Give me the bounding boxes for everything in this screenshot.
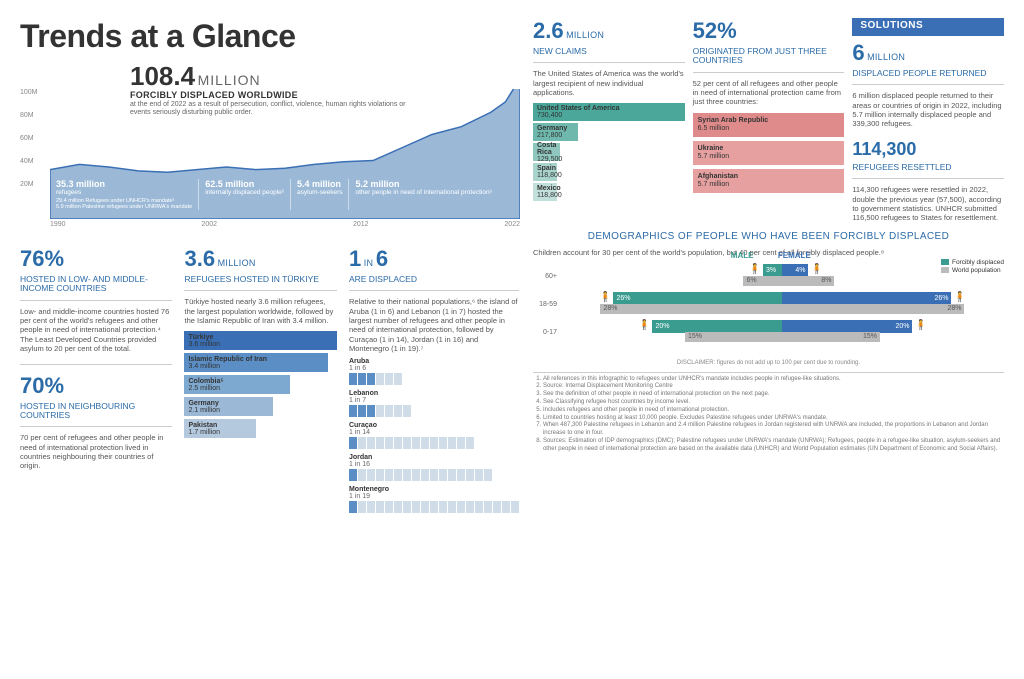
claims-n: 2.6 <box>533 18 564 43</box>
demo-caption: Children account for 30 per cent of the … <box>533 248 1004 257</box>
demo-row: 18-5926%26%28%28%🧍🧍 <box>533 291 1004 319</box>
ratio-item: Curaçao1 in 14 <box>349 422 519 449</box>
stat-16-t: ARE DISPLACED <box>349 275 519 284</box>
demo-row: 0-1720%20%15%15%🧍🧍 <box>533 319 1004 347</box>
hero-chart-block: 108.4 MILLION FORCIBLY DISPLACED WORLDWI… <box>20 61 519 236</box>
sol1-u: MILLION <box>867 52 905 62</box>
stat-36-u: MILLION <box>218 258 256 268</box>
stat-36-t: REFUGEES HOSTED IN TÜRKIYE <box>184 275 336 284</box>
female-label: FEMALE <box>778 251 811 260</box>
hero-sub: at the end of 2022 as a result of persec… <box>130 101 410 118</box>
page-title: Trends at a Glance <box>20 18 519 55</box>
claim-bar: Spain118,800 <box>533 163 557 181</box>
demographics-chart: MALE FEMALE Forcibly displacedWorld popu… <box>533 263 1004 358</box>
sol2-n: 114,300 <box>852 139 916 159</box>
claims-body: The United States of America was the wor… <box>533 69 685 97</box>
sol1-body: 6 million displaced people returned to t… <box>852 91 1004 129</box>
stat-16-n: 1 <box>349 246 361 271</box>
claims-col: 2.6 MILLION NEW CLAIMS The United States… <box>533 18 685 223</box>
origin-bar: Afghanistan5.7 million <box>693 169 845 193</box>
solutions-tag: SOLUTIONS <box>860 20 923 31</box>
sol1-t: DISPLACED PEOPLE RETURNED <box>852 69 1004 78</box>
demo-row: 60+3%4%6%8%🧍🧍 <box>533 263 1004 291</box>
footnotes: All references in this infographic to re… <box>533 372 1004 454</box>
sol2-body: 114,300 refugees were resettled in 2022,… <box>852 185 1004 223</box>
claim-bar: Mexico118,800 <box>533 183 557 201</box>
stat-76-n: 76% <box>20 246 64 271</box>
stat-col-displaced: 1 IN 6 ARE DISPLACED Relative to their n… <box>349 246 519 518</box>
stat-70-body: 70 per cent of refugees and other people… <box>20 433 172 471</box>
sol2-t: REFUGEES RESETTLED <box>852 163 1004 172</box>
demo-disclaimer: DISCLAIMER: figures do not add up to 100… <box>533 360 1004 366</box>
person-icon: 🧍 <box>810 264 822 275</box>
stat-76-body: Low- and middle-income countries hosted … <box>20 307 172 354</box>
male-label: MALE <box>731 251 754 260</box>
person-icon: 🧍 <box>914 320 926 331</box>
stat-70-t: HOSTED IN NEIGHBOURING COUNTRIES <box>20 402 172 421</box>
person-icon: 🧍 <box>749 264 761 275</box>
person-icon: 🧍 <box>638 320 650 331</box>
orig-t: ORIGINATED FROM JUST THREE COUNTRIES <box>693 47 845 66</box>
stat-76-t: HOSTED IN LOW- AND MIDDLE-INCOME COUNTRI… <box>20 275 172 294</box>
stat-70-n: 70% <box>20 373 64 398</box>
claim-bar: Costa Rica129,500 <box>533 143 560 161</box>
stat-36-n: 3.6 <box>184 246 215 271</box>
hero-sub-bold: FORCIBLY DISPLACED WORLDWIDE <box>130 90 410 100</box>
orig-body: 52 per cent of all refugees and other pe… <box>693 79 845 107</box>
stat-16-n2: 6 <box>376 246 388 271</box>
claims-t: NEW CLAIMS <box>533 47 685 56</box>
orig-col: 52% ORIGINATED FROM JUST THREE COUNTRIES… <box>693 18 845 223</box>
host-bar: Türkiye3.6 million <box>184 331 336 350</box>
claim-bar: Germany217,800 <box>533 123 579 141</box>
ratio-item: Lebanon1 in 7 <box>349 390 519 417</box>
solutions-col: SOLUTIONS 6 MILLION DISPLACED PEOPLE RET… <box>852 18 1004 223</box>
stat-col-turkiye: 3.6 MILLION REFUGEES HOSTED IN TÜRKIYE T… <box>184 246 336 518</box>
ratio-item: Jordan1 in 16 <box>349 454 519 481</box>
host-bar: Germany2.1 million <box>184 397 272 416</box>
stat-16-body: Relative to their national populations,⁶… <box>349 297 519 353</box>
origin-bar: Ukraine5.7 million <box>693 141 845 165</box>
person-icon: 🧍 <box>599 292 611 303</box>
hero-number: 108.4 <box>130 61 195 91</box>
host-bar: Islamic Republic of Iran3.4 million <box>184 353 327 372</box>
demo-title: DEMOGRAPHICS OF PEOPLE WHO HAVE BEEN FOR… <box>533 231 1004 242</box>
hero-unit: MILLION <box>198 72 261 88</box>
stat-36-body: Türkiye hosted nearly 3.6 million refuge… <box>184 297 336 325</box>
stat-16-mid: IN <box>364 258 374 268</box>
claim-bar: United States of America730,400 <box>533 103 685 121</box>
orig-n: 52% <box>693 18 737 43</box>
stat-col-hosted: 76% HOSTED IN LOW- AND MIDDLE-INCOME COU… <box>20 246 172 518</box>
host-bar: Colombia⁵2.5 million <box>184 375 289 394</box>
person-icon: 🧍 <box>953 292 965 303</box>
ratio-item: Aruba1 in 6 <box>349 358 519 385</box>
origin-bar: Syrian Arab Republic6.5 million <box>693 113 845 137</box>
host-bar: Pakistan1.7 million <box>184 419 256 438</box>
claims-u: MILLION <box>566 30 604 40</box>
ratio-item: Montenegro1 in 19 <box>349 486 519 513</box>
sol1-n: 6 <box>852 40 864 65</box>
